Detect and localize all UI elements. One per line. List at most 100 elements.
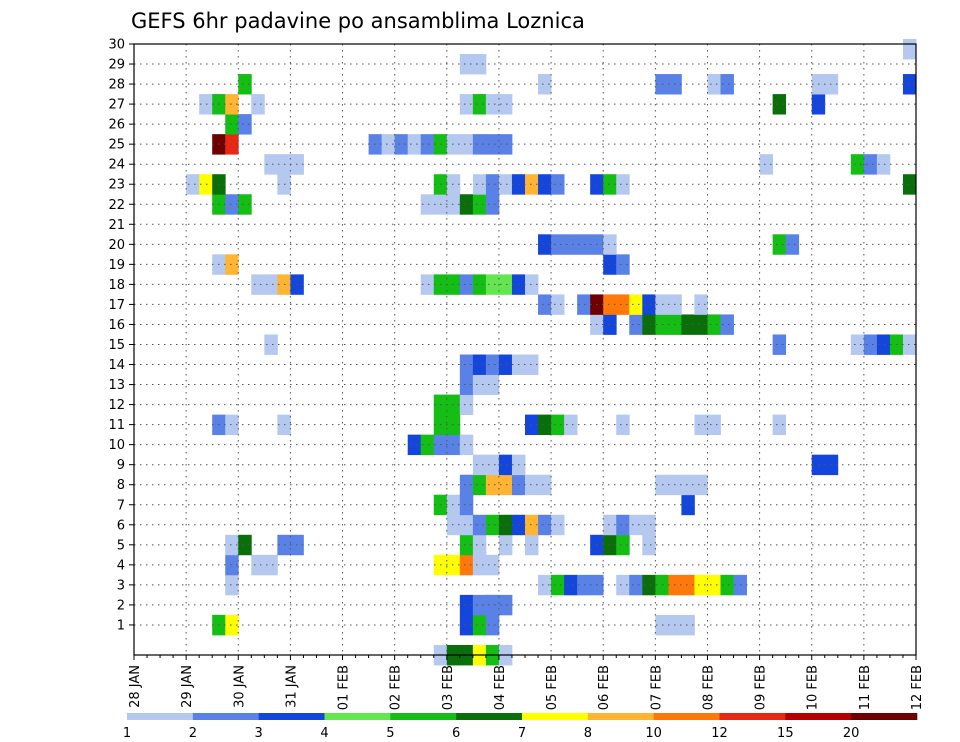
colorbar-label: 7 [518, 726, 526, 741]
heat-cell [459, 474, 474, 496]
heat-cell [642, 514, 656, 536]
heat-cell [251, 94, 265, 115]
heat-cell [707, 574, 721, 596]
heat-cell [251, 554, 265, 576]
heat-cell [616, 534, 630, 556]
y-tick-label: 9 [117, 458, 125, 473]
colorbar-label: 8 [584, 726, 592, 741]
colorbar-label: 10 [645, 726, 662, 741]
heat-cell [420, 274, 435, 295]
y-tick-label: 22 [108, 198, 125, 213]
y-tick-label: 20 [108, 238, 125, 253]
heat-cell [707, 314, 721, 335]
heat-cell [485, 554, 500, 576]
x-axis: 28 JAN 29 JAN 30 JAN 31 JAN 01 FEB 02 FEB 03 F… [128, 655, 925, 710]
heat-cell [538, 574, 552, 596]
heat-cell [498, 134, 513, 155]
heat-cell [629, 514, 643, 536]
colorbar-swatch [258, 713, 325, 720]
heat-cell [472, 614, 487, 636]
heat-cell [525, 534, 539, 556]
heat-cell [238, 114, 252, 135]
heat-cell [225, 94, 239, 115]
heat-cell [577, 574, 591, 596]
colorbar-swatch [127, 713, 194, 720]
x-tick-label: 30 JAN [232, 665, 247, 708]
heat-cell [225, 254, 239, 275]
colorbar-swatch [851, 713, 918, 720]
y-tick-label: 16 [108, 318, 125, 333]
heat-cell [199, 94, 213, 115]
colorbar-swatch [192, 713, 259, 720]
heat-cell [498, 454, 513, 476]
y-tick-label: 13 [108, 378, 125, 393]
heat-cell [525, 274, 539, 295]
heat-cell [446, 194, 461, 215]
heat-cell [459, 354, 474, 375]
heat-cell [525, 514, 539, 536]
heat-cell [564, 574, 578, 596]
y-tick-label: 19 [108, 258, 125, 273]
heat-cell [407, 434, 422, 456]
heat-cell [694, 314, 708, 335]
heat-cell [564, 234, 578, 255]
heat-cell [446, 494, 461, 516]
heat-cell [681, 314, 695, 335]
heat-cell [525, 174, 539, 195]
x-tick-label: 05 FEB [545, 665, 560, 710]
heat-cell [498, 514, 513, 536]
heat-cell [629, 314, 643, 335]
heat-cell [472, 374, 487, 395]
x-tick-label: 06 FEB [597, 665, 612, 710]
heat-cell [472, 54, 487, 75]
y-tick-label: 29 [108, 58, 125, 73]
heat-cell [498, 474, 513, 496]
chart-title: GEFS 6hr padavine po ansamblima Loznica [131, 9, 585, 33]
heat-cell [472, 454, 487, 476]
y-tick-label: 25 [108, 138, 125, 153]
heat-cell [420, 434, 435, 456]
heat-cell [551, 174, 565, 195]
colorbar-swatch [653, 713, 720, 720]
y-axis: 1234567891011121314151617181920212223242… [108, 38, 134, 633]
y-tick-label: 28 [108, 78, 125, 93]
heat-cell [772, 94, 787, 115]
heat-cell [472, 194, 487, 215]
heat-cell [564, 414, 578, 436]
heat-cell [498, 594, 513, 616]
heat-cell [629, 574, 643, 596]
heat-cell [551, 234, 565, 255]
heat-cell [485, 274, 500, 295]
colorbar-swatch [522, 713, 589, 720]
colorbar-label: 6 [452, 726, 460, 741]
heat-cell [876, 154, 891, 175]
heat-cell [459, 374, 474, 395]
heat-cell [264, 154, 278, 175]
heat-cell [902, 334, 917, 355]
heat-cell [381, 134, 396, 155]
heat-cell [485, 454, 500, 476]
colorbar-label: 2 [189, 726, 197, 741]
heat-cell [863, 154, 878, 175]
heat-cell [459, 434, 474, 456]
colorbar-label: 12 [711, 726, 728, 741]
heat-cell [681, 474, 695, 496]
heat-cell [603, 314, 617, 335]
heat-cell [459, 494, 474, 516]
heat-cell [264, 554, 278, 576]
colorbar-label: 20 [843, 726, 860, 741]
y-tick-label: 23 [108, 178, 125, 193]
y-tick-label: 17 [108, 298, 125, 313]
heat-cell [498, 174, 513, 195]
heat-cell [407, 134, 422, 155]
heat-cell [459, 394, 474, 416]
heat-cell [459, 134, 474, 155]
grid-layer [133, 43, 917, 655]
heat-cell [551, 294, 565, 315]
y-tick-label: 2 [117, 598, 125, 613]
heat-cell [616, 574, 630, 596]
heat-cell [603, 534, 617, 556]
heat-cell [446, 414, 461, 436]
heat-cell [720, 574, 734, 596]
heat-cell [446, 514, 461, 536]
